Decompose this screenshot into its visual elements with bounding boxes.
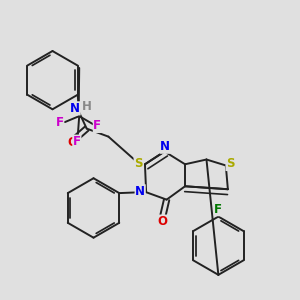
Text: O: O bbox=[67, 136, 77, 149]
Text: S: S bbox=[226, 158, 235, 170]
Text: F: F bbox=[73, 135, 81, 148]
Text: F: F bbox=[214, 202, 222, 216]
Text: N: N bbox=[70, 102, 80, 115]
Text: O: O bbox=[158, 215, 168, 228]
Text: F: F bbox=[93, 119, 101, 132]
Text: S: S bbox=[134, 157, 143, 170]
Text: N: N bbox=[135, 185, 145, 198]
Text: H: H bbox=[82, 100, 91, 113]
Text: F: F bbox=[56, 116, 64, 130]
Text: N: N bbox=[160, 140, 170, 153]
